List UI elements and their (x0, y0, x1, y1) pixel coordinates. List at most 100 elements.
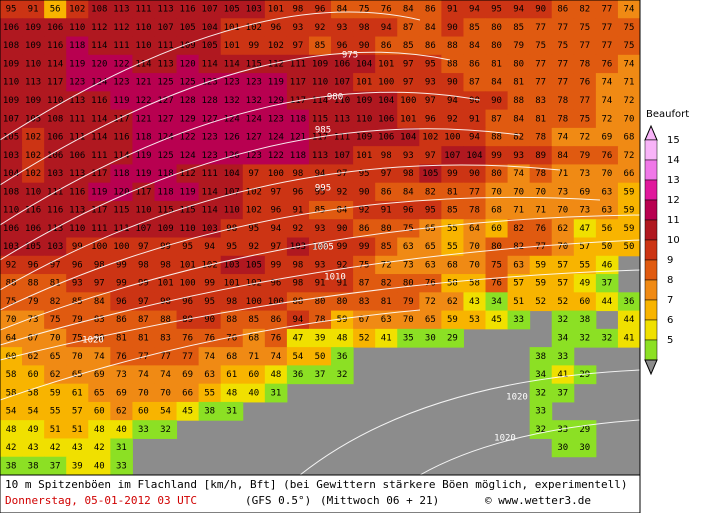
wind-cell (485, 109, 509, 129)
wind-cell (529, 182, 553, 202)
wind-cell (441, 127, 464, 147)
wind-value: 128 (179, 96, 195, 106)
wind-cell (419, 146, 442, 165)
wind-value: 114 (91, 41, 107, 51)
wind-cell (88, 127, 111, 147)
wind-cell (88, 328, 111, 348)
wind-value: 86 (381, 187, 392, 197)
wind-value: 102 (69, 5, 85, 15)
wind-cell (286, 18, 310, 38)
wind-value: 109 (157, 224, 173, 234)
wind-value: 82 (513, 133, 524, 143)
wind-cell (595, 0, 619, 19)
wind-value: 84 (403, 187, 414, 197)
wind-cell (66, 127, 89, 147)
wind-cell (507, 91, 531, 111)
wind-value: 90 (535, 5, 546, 15)
wind-value: 122 (135, 96, 151, 106)
wind-cell (66, 237, 89, 257)
wind-cell (198, 0, 222, 19)
wind-cell (286, 219, 310, 238)
wind-cell (66, 219, 89, 238)
isobar-label: 1010 (324, 273, 346, 283)
wind-value: 65 (425, 315, 436, 325)
wind-cell (529, 73, 553, 92)
wind-cell (529, 237, 553, 257)
wind-value: 124 (246, 114, 262, 124)
wind-value: 84 (557, 151, 568, 161)
wind-value: 63 (601, 187, 612, 197)
wind-value: 38 (579, 315, 590, 325)
wind-cell (463, 91, 487, 111)
wind-cell (441, 274, 464, 293)
wind-cell (22, 36, 45, 56)
wind-value: 100 (268, 169, 284, 179)
wind-value: 76 (116, 352, 127, 362)
legend-label: 14 (667, 155, 680, 166)
wind-value: 90 (359, 187, 370, 197)
wind-value: 116 (47, 41, 63, 51)
wind-value: 82 (513, 224, 524, 234)
wind-cell (507, 0, 531, 19)
isobars (0, 11, 641, 476)
wind-value: 34 (491, 297, 502, 307)
wind-value: 95 (226, 242, 237, 252)
wind-value: 96 (72, 260, 83, 270)
wind-value: 62 (557, 224, 568, 234)
wind-cell (595, 54, 619, 74)
wind-cell (154, 219, 178, 238)
wind-cell (419, 127, 442, 147)
wind-cell (154, 164, 178, 184)
wind-value: 102 (25, 151, 41, 161)
wind-value: 112 (113, 23, 129, 33)
wind-value: 75 (72, 333, 83, 343)
wind-cell (551, 0, 575, 19)
wind-cell (154, 54, 178, 74)
wind-value: 123 (246, 78, 262, 88)
wind-value: 70 (160, 388, 171, 398)
wind-cell (331, 365, 354, 385)
wind-cell (220, 237, 244, 257)
wind-value: 70 (624, 114, 635, 124)
wind-cell (353, 146, 376, 165)
wind-cell (220, 91, 244, 111)
wind-cell (44, 164, 67, 184)
wind-value: 70 (6, 315, 17, 325)
wind-value: 80 (94, 333, 105, 343)
wind-cell (529, 401, 553, 421)
wind-cell (88, 200, 111, 220)
wind-cell (264, 91, 288, 111)
wind-value: 77 (557, 59, 568, 69)
wind-cell (88, 383, 111, 403)
wind-cell (419, 182, 442, 202)
wind-cell (286, 36, 310, 56)
wind-cell (0, 200, 23, 220)
wind-value: 32 (557, 315, 568, 325)
wind-cell (441, 237, 464, 257)
wind-cell (595, 91, 619, 111)
wind-cell (198, 401, 222, 421)
wind-value: 109 (25, 96, 41, 106)
wind-cell (331, 347, 354, 366)
wind-value: 71 (513, 206, 524, 216)
wind-value: 70 (557, 242, 568, 252)
wind-cell (220, 365, 244, 385)
wind-cell (154, 18, 178, 38)
wind-value: 45 (491, 315, 502, 325)
wind-cell (110, 164, 133, 184)
wind-cell (154, 237, 178, 257)
wind-value: 95 (204, 297, 215, 307)
wind-cell (331, 219, 354, 238)
wind-value: 63 (403, 242, 414, 252)
wind-cell (220, 347, 244, 366)
wind-value: 97 (381, 169, 392, 179)
wind-value: 58 (6, 370, 17, 380)
wind-value: 118 (290, 151, 306, 161)
wind-cell (617, 146, 641, 165)
wind-value: 115 (113, 206, 129, 216)
wind-value: 110 (25, 187, 41, 197)
wind-cell (595, 255, 619, 275)
wind-value: 49 (579, 279, 590, 289)
wind-value: 57 (557, 260, 568, 270)
wind-value: 80 (381, 224, 392, 234)
